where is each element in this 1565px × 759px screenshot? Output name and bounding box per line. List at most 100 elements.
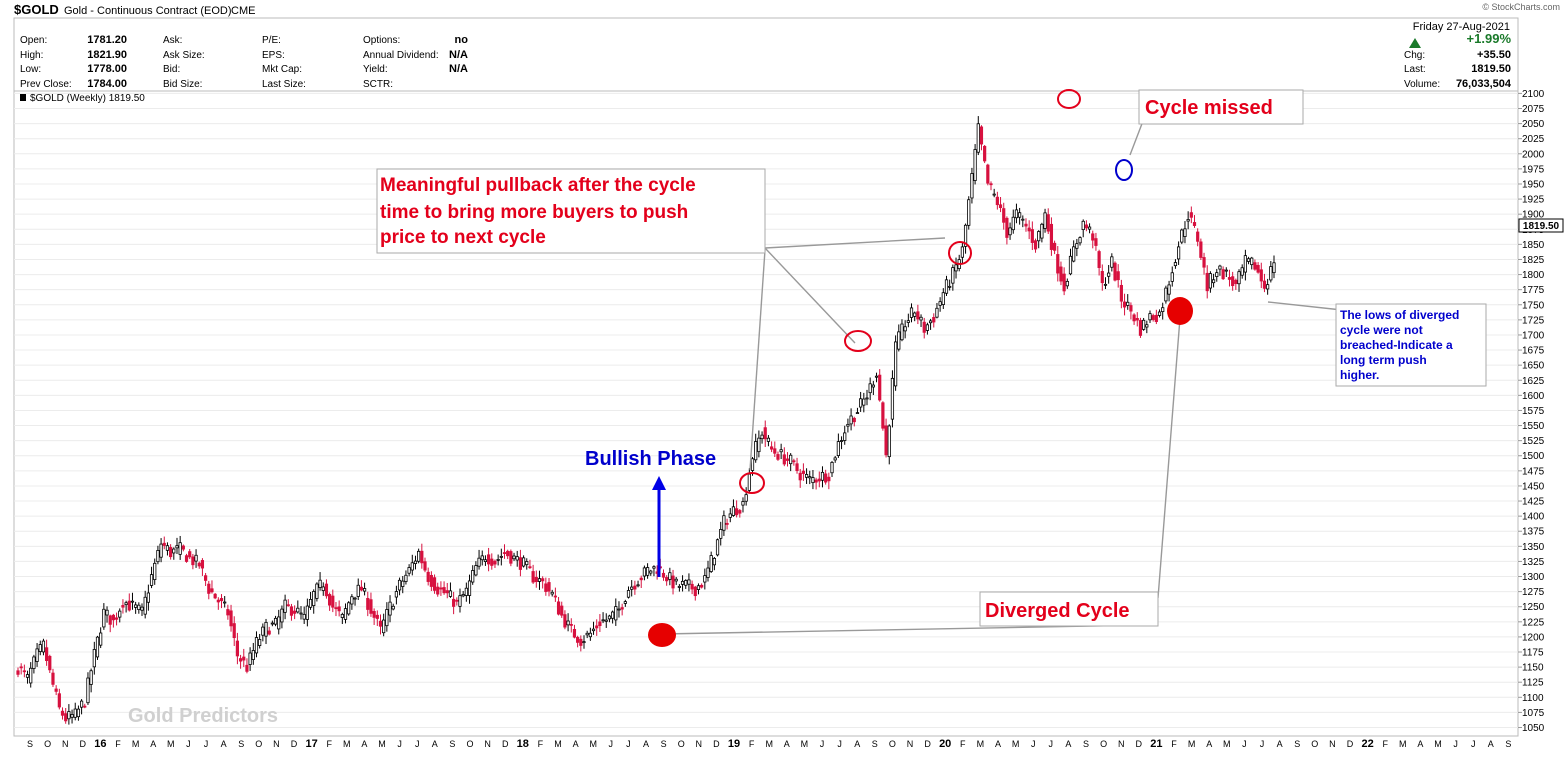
candle-body [569, 624, 573, 626]
x-tick-label: A [361, 739, 367, 749]
lows-note-line-2: cycle were not [1340, 323, 1423, 337]
candle-body [547, 582, 551, 592]
candle-body [200, 560, 205, 569]
candle-body [1256, 264, 1260, 273]
candle-body [607, 615, 612, 620]
candle-body [1040, 223, 1044, 239]
x-tick-label: J [415, 739, 420, 749]
field-value: N/A [449, 63, 468, 75]
candle-body [1091, 233, 1095, 241]
candle-body [194, 554, 198, 562]
diverged-cycle-box [979, 591, 1159, 627]
candle-body [913, 312, 917, 317]
pullback-box [376, 168, 766, 254]
candle-body [86, 677, 90, 704]
candle-body [528, 566, 532, 569]
x-tick-label: 20 [939, 738, 951, 750]
candle-body [553, 595, 557, 598]
x-tick-label: D [924, 739, 931, 749]
candle-body [989, 183, 993, 186]
candle-body [506, 550, 510, 557]
x-tick-label: S [449, 739, 455, 749]
field-label: Options: [363, 35, 400, 46]
candle-body [29, 667, 33, 684]
candle-body [668, 572, 672, 580]
field-label: Ask: [163, 35, 182, 46]
candle-body [582, 641, 586, 644]
y-tick-label: 1175 [1522, 648, 1544, 659]
candle-body [267, 630, 271, 635]
candle-body [1113, 262, 1117, 281]
candle-body [521, 557, 526, 567]
candle-body [149, 574, 154, 586]
candle-body [509, 551, 513, 564]
candle-body [1087, 226, 1092, 230]
exchange: CME [231, 5, 255, 17]
candle-body [210, 588, 214, 593]
candle-body [1049, 223, 1054, 250]
x-tick-label: J [1049, 739, 1054, 749]
candle-body [146, 592, 150, 603]
candle-body [836, 441, 840, 456]
candle-body [1192, 222, 1197, 226]
candle-body [60, 710, 65, 716]
x-tick-label: A [1065, 739, 1071, 749]
lows-note-line-4: long term push [1340, 353, 1427, 367]
x-tick-label: S [872, 739, 878, 749]
y-tick-label: 1850 [1522, 240, 1545, 251]
candle-body [820, 471, 825, 481]
candle-body [862, 398, 866, 406]
candle-body [795, 463, 799, 472]
y-tick-label: 1550 [1522, 421, 1545, 432]
pullback-line-1: Meaningful pullback after the cycle [380, 175, 696, 196]
info-box [13, 17, 1519, 92]
candle-body [343, 608, 348, 620]
candle-body [1269, 266, 1273, 281]
candle-body [324, 583, 329, 597]
x-tick-label: M [554, 739, 562, 749]
candle-body [51, 672, 55, 685]
quote-value: 1778.00 [87, 63, 127, 75]
candle-body [41, 640, 46, 653]
candle-body [378, 620, 383, 627]
candle-body [143, 596, 147, 615]
candle-body [1075, 243, 1079, 249]
candle-body [394, 591, 398, 598]
candle-body [156, 550, 160, 563]
candle-body [1183, 228, 1187, 237]
candle-body [846, 423, 850, 427]
x-tick-label: S [238, 739, 244, 749]
candle-body [175, 545, 179, 549]
candle-body [709, 555, 713, 572]
x-tick-label: A [784, 739, 790, 749]
x-tick-label: M [1399, 739, 1407, 749]
x-tick-label: 17 [305, 738, 317, 750]
candle-body [70, 714, 74, 718]
candle-body [763, 427, 767, 440]
x-tick-label: N [273, 739, 280, 749]
candle-body [630, 586, 634, 590]
stat-value: 1819.50 [1471, 63, 1511, 75]
candle-body [693, 586, 697, 597]
candle-body [642, 567, 647, 577]
candle-body [105, 609, 109, 616]
candle-body [1097, 251, 1101, 268]
candle-body [162, 542, 166, 546]
y-tick-label: 1800 [1522, 270, 1545, 281]
x-tick-label: D [291, 739, 298, 749]
y-axis: 1050 1075 1100 1125 1150 1175 1200 1225 1250 1275… [1518, 89, 1545, 734]
candle-body [353, 597, 357, 600]
watermark: Gold Predictors [128, 705, 278, 727]
candle-body [48, 655, 52, 671]
bullish-arrow-head [652, 476, 666, 490]
quote-label: Low: [20, 64, 41, 75]
x-tick-label: J [1031, 739, 1036, 749]
x-tick-label: O [466, 739, 473, 749]
candle-body [22, 670, 26, 673]
candle-body [1110, 256, 1114, 268]
x-tick-label: N [1118, 739, 1125, 749]
candle-body [464, 587, 468, 596]
candle-body [1033, 240, 1038, 250]
candle-body [986, 164, 990, 184]
x-tick-label: O [44, 739, 51, 749]
